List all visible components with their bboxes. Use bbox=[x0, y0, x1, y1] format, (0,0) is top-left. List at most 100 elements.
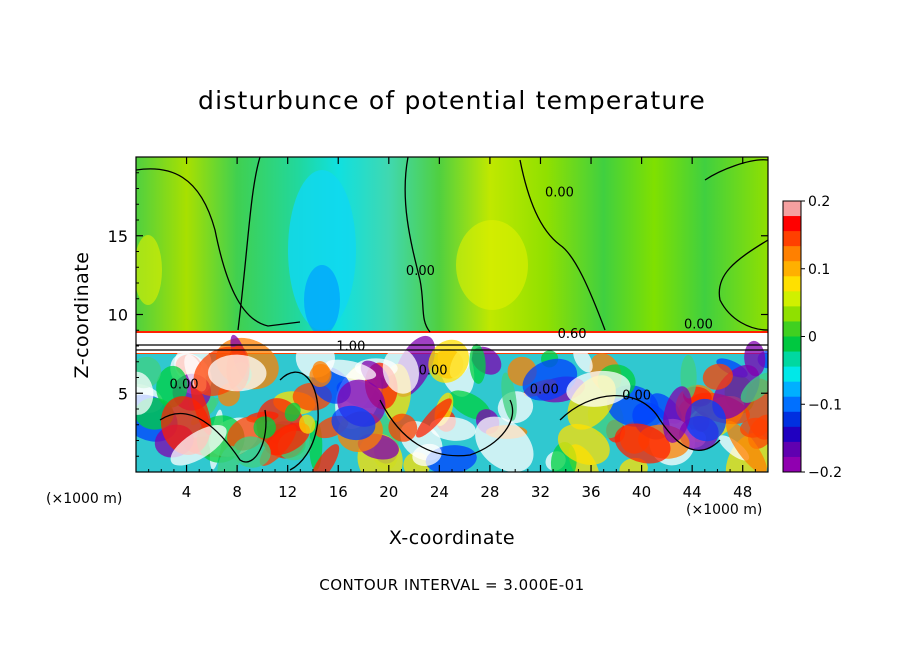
contour-label: 0.00 bbox=[406, 264, 435, 279]
turbulent-eddy bbox=[265, 422, 311, 456]
lower-turbulent-field bbox=[136, 334, 768, 472]
x-tick-label: 32 bbox=[531, 483, 550, 501]
contour-line bbox=[404, 157, 431, 333]
colorbar-swatch bbox=[783, 231, 801, 247]
upper-cool-anomaly-core bbox=[304, 265, 340, 335]
turbulent-eddy bbox=[382, 348, 419, 394]
colorbar-swatch bbox=[783, 306, 801, 322]
turbulent-eddy bbox=[284, 402, 301, 422]
colorbar-swatch bbox=[783, 441, 801, 458]
turbulent-eddy bbox=[325, 359, 377, 380]
contour-label: 0.00 bbox=[684, 318, 713, 333]
turbulent-eddy bbox=[309, 363, 332, 387]
x-tick-label: 28 bbox=[480, 483, 499, 501]
colorbar-swatch bbox=[783, 396, 801, 413]
colorbar-swatch bbox=[783, 201, 801, 217]
turbulent-eddy bbox=[740, 417, 768, 438]
turbulent-eddy bbox=[299, 414, 316, 434]
turbulent-eddy bbox=[662, 386, 692, 443]
contour-line bbox=[279, 371, 319, 471]
upper-warm-patch-left bbox=[136, 235, 162, 305]
colorbar-swatch bbox=[783, 291, 801, 307]
turbulent-eddy bbox=[557, 424, 610, 465]
colorbar-tick-label: 0.2 bbox=[808, 194, 830, 210]
colorbar-tick-label: 0.1 bbox=[808, 262, 830, 278]
contour-interval-note: CONTOUR INTERVAL = 3.000E-01 bbox=[319, 576, 585, 594]
contour-line bbox=[237, 157, 261, 331]
y-tick-label: 10 bbox=[108, 306, 128, 325]
x-tick-label: 8 bbox=[232, 483, 242, 501]
turbulent-eddy bbox=[740, 372, 768, 403]
turbulent-eddy bbox=[566, 370, 631, 407]
y-tick-label: 15 bbox=[108, 227, 128, 246]
turbulent-eddy bbox=[253, 416, 276, 439]
contour-line bbox=[159, 409, 267, 463]
colorbar-swatch bbox=[783, 216, 801, 232]
contour-line bbox=[136, 168, 301, 327]
contour-line bbox=[704, 159, 768, 181]
turbulent-eddy bbox=[310, 444, 340, 472]
turbulent-eddy bbox=[429, 416, 476, 441]
chart-title: disturbunce of potential temperature bbox=[198, 86, 706, 115]
colorbar-swatch bbox=[783, 261, 801, 277]
plot-area: 0.00 0.00 0.60 0.00 1.00 0.00 0.00 0.00 0.00 bbox=[136, 157, 768, 472]
upper-warm-patch bbox=[456, 220, 528, 310]
colorbar: 0.2 0.1 0 −0.1 −0.2 bbox=[782, 194, 842, 481]
x-unit-label-left: (×1000 m) bbox=[46, 491, 123, 507]
contour-labels: 0.00 0.00 0.60 0.00 1.00 0.00 0.00 0.00 0.00 bbox=[170, 185, 713, 403]
contour-label: 0.00 bbox=[545, 185, 574, 200]
contour-label: 0.60 bbox=[558, 327, 587, 342]
contour-label: 0.00 bbox=[419, 363, 448, 378]
turbulent-eddy bbox=[412, 443, 442, 467]
x-tick-label: 16 bbox=[329, 483, 348, 501]
colorbar-swatch bbox=[783, 456, 801, 473]
colorbar-swatch bbox=[783, 336, 801, 353]
turbulent-eddy bbox=[388, 413, 418, 442]
colorbar-swatch bbox=[783, 426, 801, 443]
colorbar-swatch bbox=[783, 321, 801, 337]
x-unit-label-right: (×1000 m) bbox=[686, 502, 763, 518]
turbulent-eddy bbox=[522, 358, 578, 401]
turbulent-eddy bbox=[573, 346, 593, 373]
turbulent-eddy bbox=[232, 436, 271, 468]
colorbar-swatch bbox=[783, 381, 801, 398]
upper-layer-field bbox=[136, 157, 768, 332]
colorbar-swatch bbox=[783, 351, 801, 368]
colorbar-swatch bbox=[783, 246, 801, 262]
contour-line bbox=[519, 159, 606, 331]
turbulent-eddy bbox=[217, 445, 239, 472]
turbulent-eddy bbox=[416, 398, 452, 438]
contour-line bbox=[559, 394, 721, 451]
x-tick-label: 48 bbox=[733, 483, 752, 501]
x-tick-label: 40 bbox=[632, 483, 651, 501]
turbulent-eddy bbox=[702, 363, 733, 390]
x-tick-label: 4 bbox=[182, 483, 192, 501]
contour-line bbox=[379, 399, 514, 457]
turbulent-eddy bbox=[208, 354, 267, 392]
x-tick-label: 44 bbox=[683, 483, 702, 501]
contour-label: 0.00 bbox=[170, 378, 199, 393]
x-tick-label: 24 bbox=[430, 483, 449, 501]
contour-label: 0.00 bbox=[530, 382, 559, 397]
contour-line bbox=[718, 239, 768, 331]
turbulent-eddy bbox=[170, 424, 227, 466]
colorbar-swatch bbox=[783, 366, 801, 383]
turbulent-eddy bbox=[685, 398, 727, 442]
x-tick-label: 20 bbox=[379, 483, 398, 501]
x-axis-label: X-coordinate bbox=[388, 527, 516, 549]
contour-label: 0.00 bbox=[622, 389, 651, 404]
turbulent-eddy bbox=[619, 457, 648, 472]
colorbar-tick-label: −0.1 bbox=[808, 397, 842, 413]
colorbar-swatch bbox=[783, 411, 801, 428]
contour-label: 1.00 bbox=[336, 340, 365, 355]
x-tick-label: 36 bbox=[581, 483, 600, 501]
turbulent-eddy bbox=[726, 420, 767, 472]
colorbar-tick-label: 0 bbox=[808, 330, 817, 346]
colorbar-swatch bbox=[783, 276, 801, 292]
turbulent-eddy bbox=[469, 343, 486, 384]
turbulent-eddy bbox=[331, 405, 376, 441]
y-tick-label: 5 bbox=[118, 384, 128, 403]
x-tick-label: 12 bbox=[278, 483, 297, 501]
